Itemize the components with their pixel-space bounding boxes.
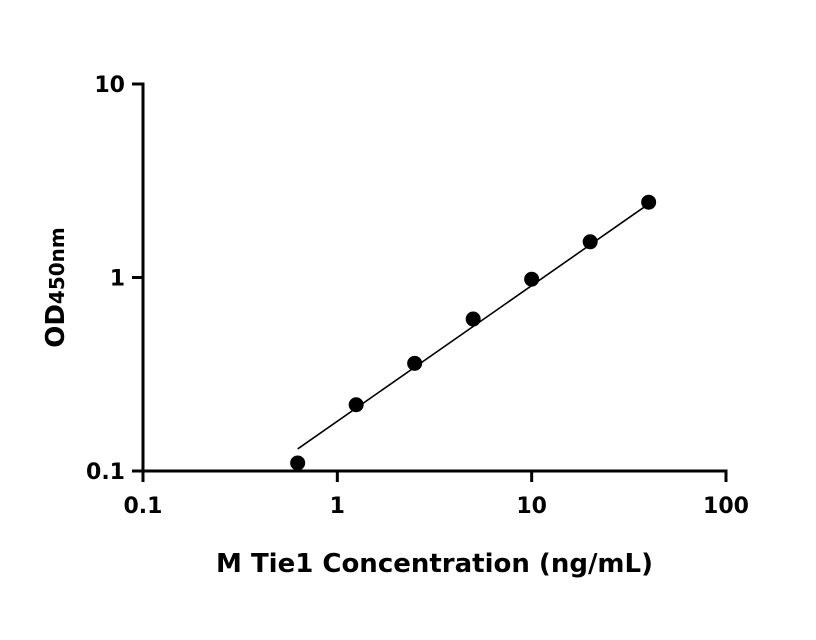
data-point bbox=[582, 234, 598, 250]
x-ticks: 0.1 1 10 100 bbox=[124, 471, 749, 519]
x-tick-label: 10 bbox=[516, 494, 547, 519]
data-point bbox=[465, 311, 481, 327]
y-ticks: 0.1 1 10 bbox=[86, 73, 143, 485]
y-tick-label: 1 bbox=[110, 267, 125, 292]
y-axis-title-main: OD bbox=[41, 304, 71, 348]
data-point bbox=[524, 271, 540, 287]
x-axis-title: M Tie1 Concentration (ng/mL) bbox=[216, 549, 653, 579]
axes bbox=[141, 82, 728, 473]
y-tick-label: 0.1 bbox=[86, 460, 125, 485]
data-point bbox=[641, 194, 657, 210]
x-tick-label: 0.1 bbox=[124, 494, 163, 519]
y-axis-title-subscript: 450nm bbox=[45, 227, 69, 304]
plot-layer bbox=[290, 194, 657, 471]
data-point bbox=[348, 397, 364, 413]
data-point bbox=[407, 355, 423, 371]
y-axis-title: OD450nm bbox=[41, 227, 71, 348]
x-tick-label: 1 bbox=[330, 494, 345, 519]
y-tick-label: 10 bbox=[94, 73, 125, 98]
data-point bbox=[290, 455, 306, 471]
x-tick-label: 100 bbox=[703, 494, 749, 519]
